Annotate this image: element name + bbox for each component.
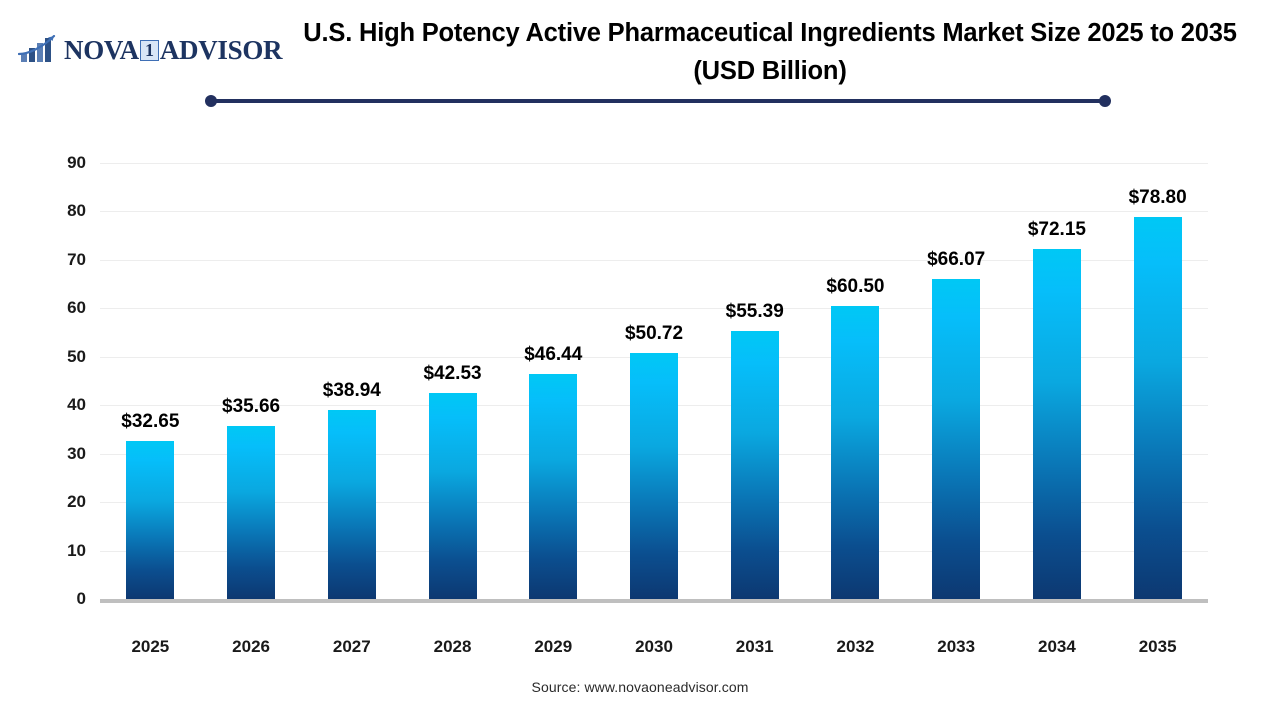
gridline bbox=[100, 211, 1208, 213]
y-axis-tick-label: 0 bbox=[76, 589, 86, 608]
divider-cap-right bbox=[1099, 95, 1111, 107]
brand-logo-text: NOVA 1 ADVISOR bbox=[64, 34, 283, 66]
y-axis-tick-label: 30 bbox=[67, 443, 86, 463]
bar[interactable] bbox=[1032, 249, 1081, 599]
logo-badge-one: 1 bbox=[139, 39, 159, 61]
bar[interactable] bbox=[1133, 217, 1182, 599]
bar-value-label: $60.50 bbox=[826, 275, 885, 297]
bar-column[interactable]: $42.53 bbox=[423, 163, 482, 599]
bar-value-label: $46.44 bbox=[524, 344, 583, 366]
bar-value-label: $50.72 bbox=[624, 323, 684, 345]
bar[interactable] bbox=[327, 410, 376, 599]
bar[interactable] bbox=[730, 330, 779, 599]
x-axis-tick-label: 2025 bbox=[131, 637, 170, 656]
y-axis-tick-label: 90 bbox=[67, 153, 86, 172]
source-attribution: Source: www.novaoneadvisor.com bbox=[531, 679, 749, 695]
bar-column[interactable]: $46.44 bbox=[524, 163, 582, 599]
bar-column[interactable]: $32.65 bbox=[121, 163, 179, 599]
title-divider bbox=[205, 94, 1111, 108]
x-axis-tick-label: 2029 bbox=[534, 637, 573, 656]
divider-line bbox=[211, 99, 1105, 103]
bar-value-label: $42.53 bbox=[423, 362, 482, 384]
gridline bbox=[100, 259, 1208, 261]
brand-logo[interactable]: NOVA 1 ADVISOR bbox=[18, 33, 283, 67]
y-axis-tick-label: 10 bbox=[67, 540, 86, 560]
bar-value-label: $32.65 bbox=[121, 410, 180, 432]
bar-value-label: $55.39 bbox=[725, 300, 784, 322]
x-axis-tick-label: 2035 bbox=[1138, 637, 1177, 656]
bar[interactable] bbox=[529, 374, 578, 599]
gridline bbox=[100, 308, 1208, 310]
bar[interactable] bbox=[227, 426, 276, 599]
x-axis-tick-label: 2028 bbox=[433, 637, 472, 656]
y-axis-tick-label: 60 bbox=[67, 298, 86, 318]
bar-column[interactable]: $35.66 bbox=[222, 163, 280, 599]
bar-value-label: $72.15 bbox=[1027, 219, 1086, 241]
y-axis-tick-label: 50 bbox=[67, 346, 86, 366]
x-axis-tick-label: 2031 bbox=[735, 637, 774, 656]
bar[interactable] bbox=[428, 392, 477, 599]
bar-column[interactable]: $66.07 bbox=[927, 163, 985, 599]
bar[interactable] bbox=[932, 278, 981, 599]
logo-text-advisor: ADVISOR bbox=[159, 34, 283, 65]
y-axis-tick-label: 40 bbox=[67, 395, 86, 415]
x-axis-tick-label: 2032 bbox=[836, 637, 875, 656]
bar[interactable] bbox=[831, 305, 880, 599]
x-axis-tick-label: 2030 bbox=[635, 637, 673, 656]
y-axis-tick-label: 70 bbox=[67, 249, 86, 269]
bar-column[interactable]: $38.94 bbox=[323, 163, 381, 599]
plot-area: $32.65 $35.66 $38.94 $42.53 $46.44 $50.72 $55.… bbox=[100, 163, 1208, 600]
y-axis-tick-label: 80 bbox=[67, 201, 86, 221]
bar[interactable] bbox=[126, 440, 175, 599]
bar-column[interactable]: $50.72 bbox=[625, 163, 683, 599]
x-axis-tick-label: 2034 bbox=[1037, 637, 1076, 656]
bar-column[interactable]: $55.39 bbox=[726, 163, 784, 599]
x-axis-tick-label: 2026 bbox=[232, 637, 270, 656]
page-title: U.S. High Potency Active Pharmaceutical … bbox=[303, 19, 1237, 86]
bar-value-label: $78.80 bbox=[1128, 187, 1187, 209]
y-axis-tick-label: 20 bbox=[67, 492, 86, 512]
bar-column[interactable]: $72.15 bbox=[1028, 163, 1086, 599]
x-axis-tick-label: 2033 bbox=[937, 637, 976, 656]
x-axis-tick-label: 2027 bbox=[332, 637, 371, 656]
bar-column[interactable]: $60.50 bbox=[826, 163, 885, 599]
bar-value-label: $66.07 bbox=[927, 248, 986, 270]
x-axis-line bbox=[100, 599, 1208, 603]
bar-value-label: $38.94 bbox=[322, 380, 381, 402]
bar[interactable] bbox=[630, 353, 678, 599]
bar-column[interactable]: $78.80 bbox=[1129, 163, 1187, 599]
bar-chart-swoosh-icon bbox=[18, 35, 56, 62]
gridline bbox=[100, 163, 1208, 164]
bar-value-label: $35.66 bbox=[222, 396, 281, 418]
logo-text-nova: NOVA bbox=[64, 34, 139, 65]
